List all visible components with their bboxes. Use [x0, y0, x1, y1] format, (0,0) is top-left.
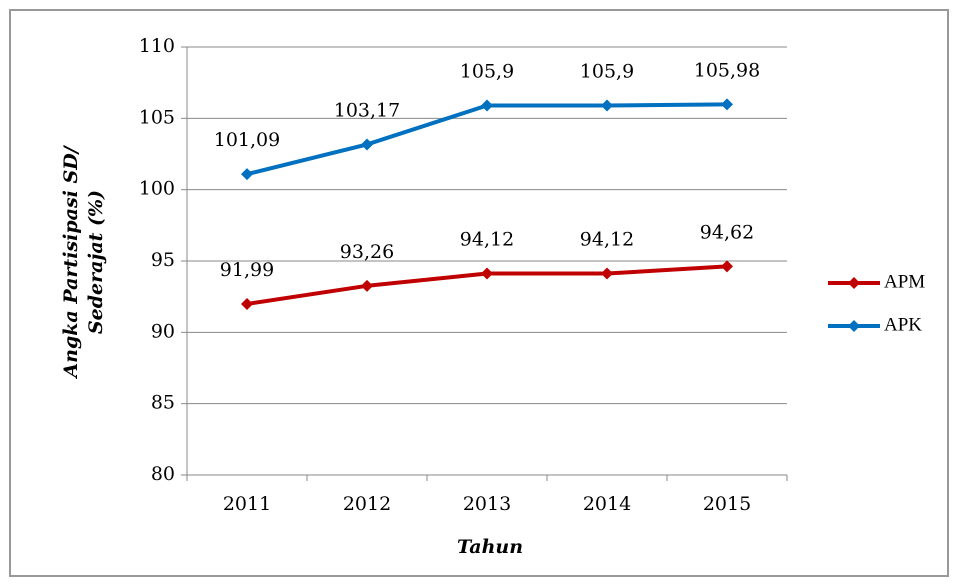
data-label: 94,12	[580, 229, 634, 251]
data-label: 105,98	[694, 59, 760, 81]
data-label: 94,12	[460, 229, 514, 251]
data-point	[241, 168, 253, 181]
x-tick-label: 2011	[223, 493, 271, 515]
data-point	[241, 297, 253, 310]
data-label: 91,99	[220, 259, 274, 281]
data-point	[361, 138, 373, 151]
data-point	[601, 99, 613, 112]
y-tick-label: 90	[151, 320, 175, 342]
y-tick-label: 105	[139, 106, 175, 128]
y-axis-title: Sederajat (%)	[85, 190, 107, 334]
chart-border	[9, 9, 949, 577]
y-tick-label: 80	[151, 463, 175, 485]
data-label: 105,9	[580, 60, 634, 82]
x-tick-label: 2015	[703, 493, 751, 515]
data-point	[481, 99, 493, 112]
data-label: 94,62	[700, 221, 754, 243]
data-point	[721, 98, 733, 111]
legend-marker	[848, 320, 860, 332]
legend-marker	[848, 277, 860, 289]
data-label: 103,17	[334, 99, 400, 121]
y-tick-label: 110	[139, 35, 175, 57]
y-tick-label: 85	[151, 392, 175, 414]
data-label: 105,9	[460, 60, 514, 82]
y-tick-label: 100	[139, 178, 175, 200]
legend-label: APK	[884, 314, 922, 335]
data-point	[481, 267, 493, 280]
data-point	[721, 260, 733, 273]
x-axis-title: Tahun	[457, 536, 523, 558]
x-tick-label: 2014	[583, 493, 631, 515]
y-tick-label: 95	[151, 249, 175, 271]
legend-label: APM	[884, 271, 925, 292]
data-label: 101,09	[214, 129, 280, 151]
x-tick-label: 2013	[463, 493, 511, 515]
x-tick-label: 2012	[343, 493, 391, 515]
data-point	[361, 279, 373, 292]
y-axis-title: Angka Partisipasi SD/	[60, 144, 82, 379]
data-label: 93,26	[340, 241, 394, 263]
data-point	[601, 267, 613, 280]
